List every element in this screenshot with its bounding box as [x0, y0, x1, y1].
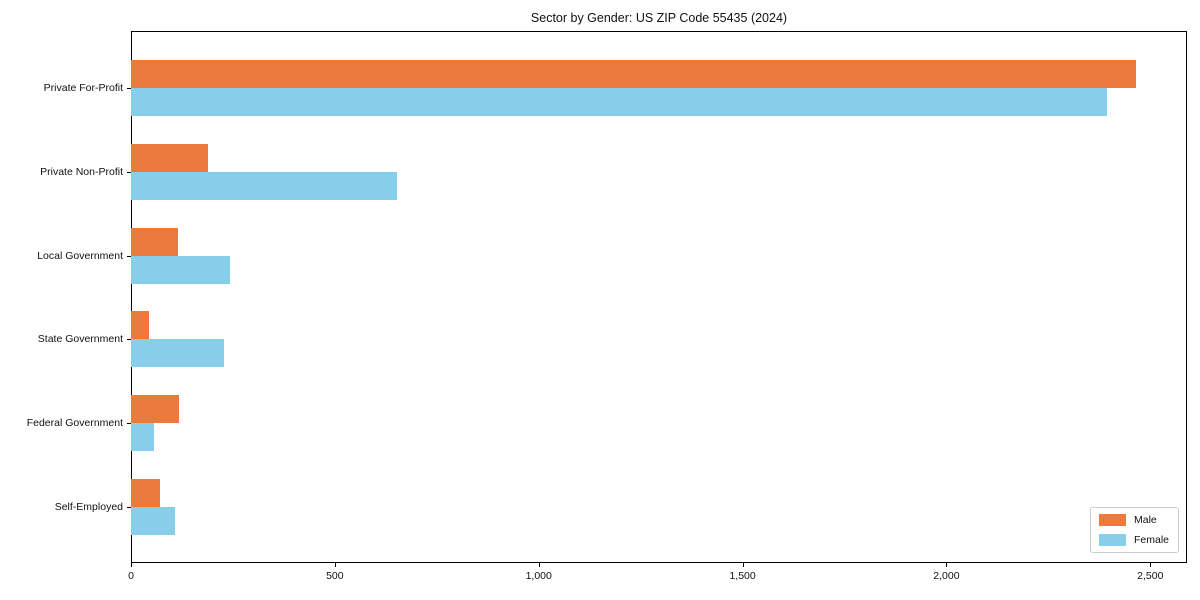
x-axis-tick-label: 1,000	[525, 570, 552, 582]
y-axis-tick-mark	[127, 423, 131, 425]
bar-male	[131, 60, 1136, 88]
x-axis-tick-mark	[334, 563, 336, 567]
y-axis-category-label: Private Non-Profit	[40, 165, 123, 178]
legend-swatch-male	[1099, 514, 1126, 526]
y-axis-tick-mark	[127, 507, 131, 508]
x-axis-tick-label: 0	[128, 570, 134, 582]
legend-swatch-female	[1099, 534, 1126, 546]
x-axis-tick-mark	[742, 563, 744, 567]
bar-female	[131, 88, 1107, 116]
y-axis-tick-mark	[127, 88, 131, 89]
x-axis-tick-label: 1,500	[729, 570, 756, 582]
bar-male	[131, 143, 208, 172]
bar-male	[131, 479, 160, 507]
bar-male	[131, 395, 179, 424]
plot-area	[131, 31, 1187, 563]
x-axis-tick-label: 2,000	[933, 570, 960, 582]
y-axis-category-label: Local Government	[37, 249, 123, 262]
y-axis-category-label: Self-Employed	[54, 501, 123, 513]
y-axis-tick-mark	[127, 255, 131, 257]
legend-label: Male	[1134, 514, 1157, 526]
bar-female	[131, 255, 230, 284]
legend-entry-male: Male	[1099, 514, 1170, 526]
bar-female	[131, 171, 397, 200]
legend-label: Female	[1134, 534, 1170, 546]
legend: Male Female	[1090, 507, 1179, 553]
legend-entry-female: Female	[1099, 534, 1170, 546]
bar-male	[131, 227, 178, 256]
y-axis-category-label: Private For-Profit	[43, 82, 123, 94]
y-axis-tick-mark	[127, 171, 131, 173]
y-axis-category-label: State Government	[37, 333, 123, 346]
y-axis-category-label: Federal Government	[26, 417, 123, 430]
x-axis-tick-mark	[131, 563, 132, 567]
x-axis-tick-mark	[1150, 563, 1152, 567]
chart-title: Sector by Gender: US ZIP Code 55435 (202…	[530, 11, 788, 25]
x-axis-tick-label: 500	[326, 570, 344, 582]
bar-male	[131, 311, 149, 340]
bar-female	[131, 423, 154, 452]
y-axis-tick-mark	[127, 339, 131, 341]
bar-female	[131, 507, 175, 535]
x-axis-tick-mark	[946, 563, 948, 567]
x-axis-tick-label: 2,500	[1137, 570, 1164, 582]
x-axis-tick-mark	[538, 563, 540, 567]
bar-female	[131, 339, 224, 368]
